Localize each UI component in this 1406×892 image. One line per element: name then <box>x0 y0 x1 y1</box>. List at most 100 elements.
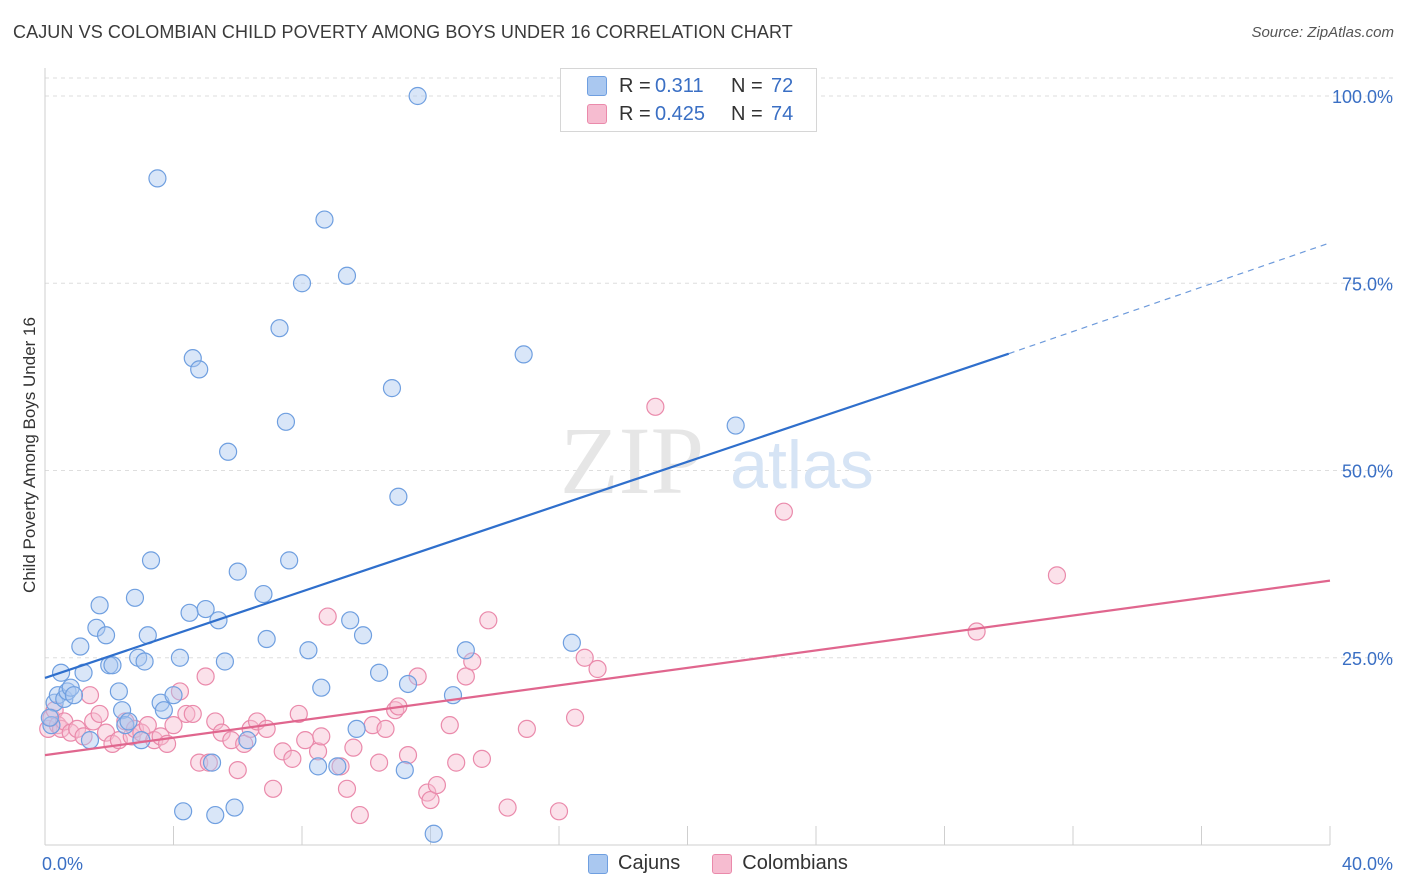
colombian-point <box>967 622 986 641</box>
cajun-point <box>398 674 418 694</box>
cajun-point <box>125 588 145 607</box>
legend-n-value: 72 <box>771 74 794 97</box>
cajun-point <box>270 319 289 338</box>
trendlines <box>44 242 1331 757</box>
colombian-point <box>456 667 475 686</box>
cajun-point <box>80 731 100 750</box>
cajun-point <box>170 648 190 667</box>
colombian-point <box>337 779 357 798</box>
colombian-point <box>273 742 292 761</box>
colombian-swatch <box>587 104 607 124</box>
colombian-point <box>447 753 466 772</box>
y-tick-label: 50.0% <box>1342 462 1393 482</box>
x-tick-label: 40.0% <box>1342 854 1393 874</box>
colombian-point <box>774 502 793 521</box>
cajun-point <box>341 611 360 630</box>
colombian-point <box>263 779 283 798</box>
colombian-point <box>646 397 665 416</box>
colombian-point <box>308 742 328 761</box>
colombian-point <box>183 704 202 724</box>
cajun-point <box>315 210 334 229</box>
cajun-point <box>141 551 161 570</box>
colombian-swatch <box>712 853 733 874</box>
cajun-point <box>292 274 312 293</box>
legend-item-colombians: Colombians <box>712 852 848 875</box>
cajun-point <box>424 824 443 843</box>
colombian-point <box>588 659 607 679</box>
cajun-point <box>353 626 373 645</box>
cajun-point <box>328 757 347 776</box>
cajun-point <box>202 753 222 772</box>
cajun-swatch <box>588 853 608 874</box>
colombian-point <box>164 716 183 735</box>
colombian-point <box>421 790 440 810</box>
legend-r-value: 0.311 <box>655 74 704 97</box>
colombian-trendline <box>44 579 1331 757</box>
cajun-point <box>408 86 427 106</box>
colombian-point <box>80 686 100 705</box>
cajun-point <box>154 701 173 720</box>
correlation-legend: R = 0.311 N = 72 R = 0.425 N = 74 <box>560 68 817 132</box>
cajun-point <box>238 731 257 750</box>
cajun-point <box>254 584 273 604</box>
grid-lines <box>45 77 1395 659</box>
cajun-point <box>42 716 61 735</box>
legend-r-label: R = <box>619 74 651 97</box>
cajun-point <box>112 701 132 720</box>
cajun-point <box>456 641 475 660</box>
colombian-point <box>190 753 209 772</box>
cajun-point <box>183 349 202 368</box>
cajun-point <box>228 562 247 581</box>
colombian-point <box>575 648 594 667</box>
legend-r-value: 0.425 <box>655 102 706 125</box>
watermark: ZIP atlas <box>560 407 874 514</box>
legend-n-value: 74 <box>771 102 794 125</box>
cajun-point <box>96 626 116 645</box>
colombian-point <box>398 746 418 765</box>
cajun-point <box>87 618 106 637</box>
colombian-point <box>312 727 331 746</box>
watermark-atlas: atlas <box>730 427 874 503</box>
axes <box>44 68 1331 846</box>
x-tick-label: 0.0% <box>42 854 83 874</box>
cajun-point <box>180 603 199 622</box>
cajun-point <box>276 412 296 431</box>
cajun-point <box>174 802 193 821</box>
cajun-point <box>219 442 238 461</box>
colombian-point <box>565 708 585 727</box>
cajun-point <box>135 652 154 671</box>
cajun-point <box>40 708 59 727</box>
colombian-point <box>206 712 225 731</box>
cajun-point <box>382 379 402 398</box>
colombian-point <box>549 802 569 821</box>
cajun-point <box>164 686 183 705</box>
cajun-point <box>190 360 209 379</box>
cajun-point <box>312 678 331 697</box>
cajun-trendline <box>44 352 1010 680</box>
cajun-point <box>347 719 366 739</box>
legend-item-cajuns: Cajuns <box>588 852 680 875</box>
cajun-point <box>148 169 167 188</box>
cajun-point <box>562 633 581 652</box>
tick-labels: 25.0% 50.0% 75.0% 100.0% 0.0% 40.0% <box>42 87 1393 874</box>
colombian-point <box>228 760 247 780</box>
y-tick-label: 25.0% <box>1342 649 1393 669</box>
cajun-point <box>90 596 109 615</box>
colombian-point <box>408 667 427 686</box>
colombian-point <box>84 712 103 731</box>
legend-row-cajuns: R = 0.311 N = 72 <box>587 72 793 100</box>
colombian-point <box>68 719 87 739</box>
legend-n-label: N = <box>731 102 763 125</box>
legend-label-colombians: Colombians <box>742 852 848 874</box>
colombian-point <box>289 704 308 724</box>
legend-r-label: R = <box>619 102 651 125</box>
y-tick-label: 75.0% <box>1342 274 1393 294</box>
colombian-point <box>498 798 517 817</box>
cajun-point <box>337 266 357 285</box>
cajun-point <box>726 416 745 435</box>
colombian-point <box>376 719 395 739</box>
colombian-point <box>138 716 157 735</box>
colombian-point <box>479 611 498 630</box>
cajun-point <box>215 652 234 671</box>
